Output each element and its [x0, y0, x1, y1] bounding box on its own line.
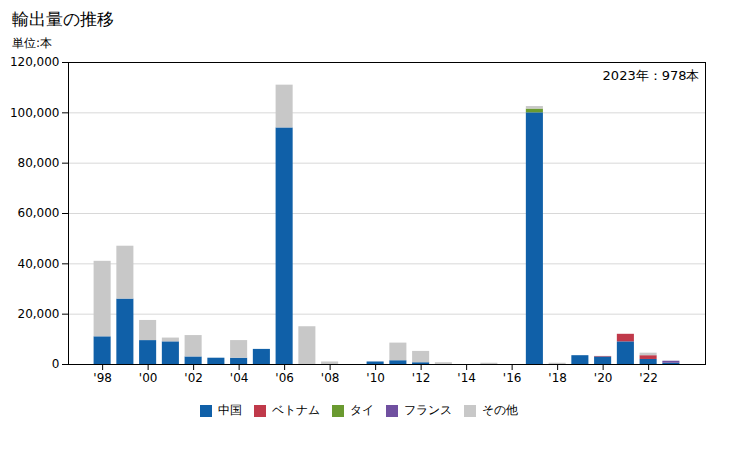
svg-text:'12: '12	[412, 371, 431, 385]
svg-text:20,000: 20,000	[18, 307, 60, 321]
svg-text:'22: '22	[639, 371, 658, 385]
svg-text:'20: '20	[594, 371, 613, 385]
svg-text:'14: '14	[457, 371, 476, 385]
svg-text:2023年：978本: 2023年：978本	[603, 68, 700, 83]
svg-text:'00: '00	[139, 371, 158, 385]
svg-text:'16: '16	[503, 371, 522, 385]
svg-text:'08: '08	[321, 371, 340, 385]
html-text:ベトナム: ベトナム	[271, 403, 320, 417]
html-text:単位:本: 単位:本	[12, 36, 52, 50]
html-text:タイ: タイ	[349, 403, 374, 417]
svg-text:120,000: 120,000	[10, 55, 60, 69]
html-text:輸出量の推移: 輸出量の推移	[12, 9, 114, 29]
svg-text:40,000: 40,000	[18, 257, 60, 271]
svg-text:80,000: 80,000	[18, 156, 60, 170]
svg-text:'98: '98	[93, 371, 112, 385]
svg-text:60,000: 60,000	[18, 206, 60, 220]
svg-text:100,000: 100,000	[10, 106, 60, 120]
html-text:その他: その他	[481, 403, 518, 417]
svg-text:'04: '04	[230, 371, 249, 385]
svg-text:'02: '02	[184, 371, 203, 385]
html-text:中国: 中国	[217, 403, 242, 417]
svg-text:'18: '18	[548, 371, 567, 385]
svg-text:'06: '06	[275, 371, 294, 385]
html-text:フランス: フランス	[403, 403, 452, 417]
svg-text:0: 0	[52, 357, 60, 371]
svg-text:'10: '10	[366, 371, 385, 385]
